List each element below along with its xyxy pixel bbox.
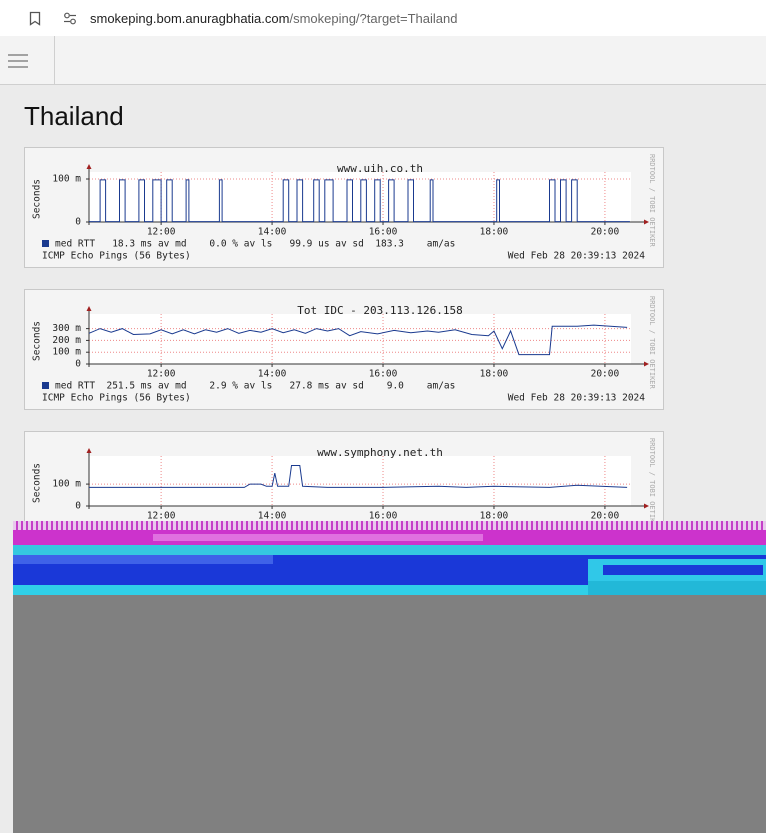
plot-area [89, 456, 631, 506]
graph-footer: ICMP Echo Pings (56 Bytes) [42, 251, 191, 262]
bookmark-icon[interactable] [29, 11, 41, 26]
x-tick-label: 20:00 [591, 369, 620, 380]
y-axis-label: Seconds [32, 179, 43, 219]
y-tick-label: 100 m [52, 479, 81, 490]
x-axis-arrow [644, 503, 649, 509]
x-tick-label: 16:00 [369, 511, 398, 522]
x-tick-label: 20:00 [591, 227, 620, 238]
x-tick-label: 20:00 [591, 511, 620, 522]
graph-timestamp: Wed Feb 28 20:39:13 2024 [508, 393, 646, 404]
blank-region [13, 595, 766, 833]
watermark: RRDTOOL / TOBI OETIKER [648, 154, 656, 248]
y-tick-label: 300 m [52, 323, 81, 334]
x-tick-label: 18:00 [480, 369, 509, 380]
y-tick-label: 100 m [52, 174, 81, 185]
y-axis-arrow [86, 448, 92, 453]
y-axis-arrow [86, 306, 92, 311]
y-tick-label: 100 m [52, 347, 81, 358]
x-axis-arrow [644, 361, 649, 367]
y-tick-label: 0 [75, 359, 81, 370]
graph-title: Tot IDC - 203.113.126.158 [297, 304, 463, 317]
y-tick-label: 0 [75, 217, 81, 228]
graph-title: www.symphony.net.th [317, 446, 443, 459]
graph-timestamp: Wed Feb 28 20:39:13 2024 [508, 251, 646, 262]
url[interactable]: smokeping.bom.anuragbhatia.com/smokeping… [90, 11, 457, 26]
graph-panel: 12:00 14:00 16:00 18:00 20:00 0 100 m 200 m 300 … [24, 289, 664, 410]
rtt-line [89, 179, 630, 223]
rtt-line [89, 465, 628, 488]
x-tick-label: 16:00 [369, 369, 398, 380]
graph-title: www.uih.co.th [337, 162, 423, 175]
x-tick-label: 18:00 [480, 511, 509, 522]
graph-panel: 12:00 14:00 16:00 18:00 20:00 0 100 m www.uih.c… [24, 147, 664, 268]
graph-panel: 12:00 14:00 16:00 18:00 20:00 0 100 m www.symph… [24, 431, 664, 552]
toolbar [0, 36, 766, 85]
menu-button[interactable] [6, 52, 46, 70]
legend-swatch [42, 382, 49, 389]
legend-swatch [42, 240, 49, 247]
x-tick-label: 12:00 [147, 369, 176, 380]
x-tick-label: 12:00 [147, 227, 176, 238]
url-host: smokeping.bom.anuragbhatia.com [90, 11, 290, 26]
legend-text: med RTT 18.3 ms av md 0.0 % av ls 99.9 u… [55, 239, 455, 250]
rtt-line [88, 324, 628, 356]
plot-area [89, 314, 631, 364]
page-heading: Thailand [24, 101, 124, 131]
watermark: RRDTOOL / TOBI OETIKER [648, 296, 656, 390]
watermark: RRDTOOL / TOBI OETIKER [648, 438, 656, 532]
x-axis-arrow [644, 219, 649, 225]
plot-area [89, 172, 631, 222]
legend-text: med RTT 251.5 ms av md 2.9 % av ls 27.8 … [55, 381, 455, 392]
url-path: /smokeping/?target=Thailand [289, 11, 458, 26]
y-axis-label: Seconds [32, 463, 43, 503]
y-axis-arrow [86, 164, 92, 169]
x-tick-label: 14:00 [258, 227, 287, 238]
y-axis-label: Seconds [32, 321, 43, 361]
site-settings-icon[interactable] [63, 12, 77, 25]
graph: 12:00 14:00 16:00 18:00 20:00 0 100 m www.symph… [32, 438, 657, 532]
graph-footer: ICMP Echo Pings (56 Bytes) [42, 393, 191, 404]
y-tick-label: 0 [75, 501, 81, 512]
graph: 12:00 14:00 16:00 18:00 20:00 0 100 m www.uih.c… [32, 154, 657, 262]
x-tick-label: 14:00 [258, 369, 287, 380]
y-tick-label: 200 m [52, 335, 81, 346]
address-bar: smokeping.bom.anuragbhatia.com/smokeping… [0, 0, 766, 36]
separator [54, 36, 55, 84]
rendering-glitch [13, 521, 766, 595]
x-tick-label: 12:00 [147, 511, 176, 522]
x-tick-label: 16:00 [369, 227, 398, 238]
x-tick-label: 14:00 [258, 511, 287, 522]
x-tick-label: 18:00 [480, 227, 509, 238]
